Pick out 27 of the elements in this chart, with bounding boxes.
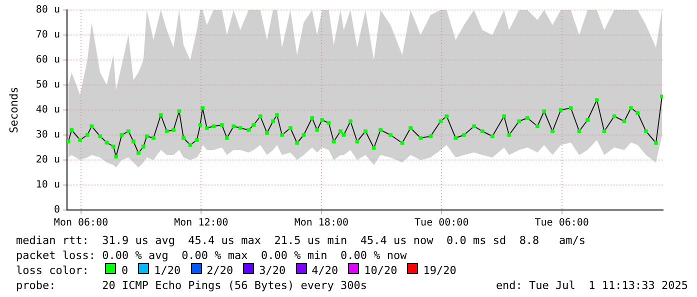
y-tick-label: 30 u — [36, 130, 60, 141]
x-tick-label: Mon 12:00 — [174, 218, 228, 229]
x-tick-label: Mon 06:00 — [54, 218, 108, 229]
y-tick-label: 80 u — [36, 4, 60, 16]
y-tick-label: 20 u — [36, 154, 60, 166]
legend-title: loss color: — [16, 263, 90, 278]
y-tick-label: 0 — [54, 204, 60, 216]
legend-label: 0 — [121, 263, 128, 278]
legend-label: 10/20 — [364, 263, 398, 278]
x-tick-label: Mon 18:00 — [294, 218, 349, 229]
x-tick-label: Tue 06:00 — [534, 218, 589, 229]
text: probe: 20 ICMP Echo Pings (56 Bytes) every 300s — [16, 278, 367, 293]
text: end: Tue Jul 1 11:13:33 2025 — [496, 278, 688, 293]
y-tick-label: 50 u — [36, 80, 60, 91]
legend-label: 19/20 — [423, 263, 456, 278]
y-tick-label: 70 u — [36, 30, 60, 41]
text: packet loss: 0.00 % avg 0.00 % max 0.00 % min 0.00 % now — [16, 248, 407, 263]
legend-label: 1/20 — [154, 263, 181, 278]
x-tick-label: Tue 00:00 — [414, 218, 469, 229]
y-axis-title: Seconds — [7, 86, 20, 134]
y-tick-label: 10 u — [36, 180, 60, 191]
y-tick-label: 60 u — [36, 54, 60, 66]
legend-label: 4/20 — [312, 263, 338, 278]
text: median rtt: 31.9 us avg 45.4 us max 21.5 us min 45.4 us now 0.0 ms sd 8.8 am/s — [16, 233, 586, 248]
legend-label: 3/20 — [259, 263, 286, 278]
y-tick-label: 40 u — [36, 104, 60, 116]
legend-label: 2/20 — [206, 263, 234, 278]
